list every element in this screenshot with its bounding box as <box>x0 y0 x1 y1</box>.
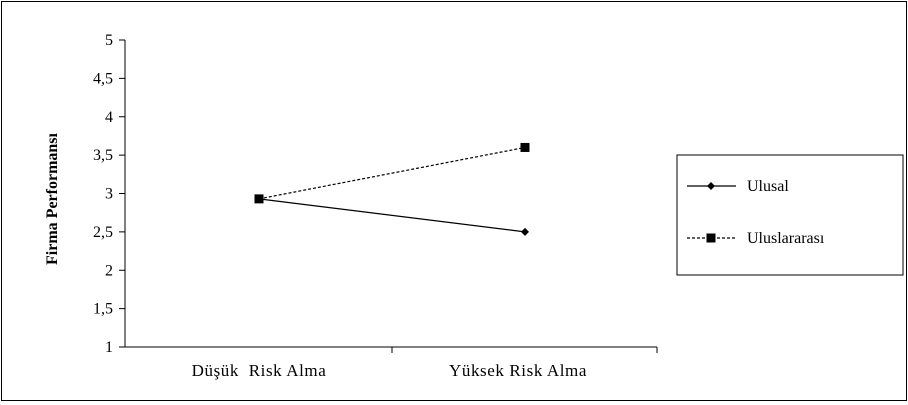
data-point-ulusal <box>521 227 529 236</box>
y-tick-label: 2,5 <box>93 224 113 241</box>
x-category-label: Yüksek Risk Alma <box>449 361 587 380</box>
series-line-uluslararası <box>258 146 526 200</box>
legend-marker-ulusal <box>707 182 715 190</box>
y-tick-label: 1 <box>105 339 113 356</box>
y-tick-label: 4 <box>105 109 113 126</box>
x-category-label: Düşük Risk Alma <box>192 361 327 380</box>
data-point-uluslararası <box>254 194 264 204</box>
legend-label-ulusal: Ulusal <box>747 178 789 195</box>
y-tick-label: 5 <box>105 32 113 49</box>
series-layer <box>254 142 530 236</box>
legend-box <box>676 154 904 276</box>
y-axis-label: Firma Performansı <box>44 132 61 265</box>
y-tick-label: 2 <box>105 262 113 279</box>
series-line-ulusal <box>258 198 526 233</box>
legend-marker-uluslararası <box>706 233 716 243</box>
y-tick-label: 3 <box>105 186 113 203</box>
legend: Ulusal Uluslararası <box>687 178 825 247</box>
legend-label-uluslararası: Uluslararası <box>747 230 825 247</box>
y-ticks: 1 1,5 2 2,5 3 3,5 4 4,5 5 <box>93 32 125 356</box>
data-point-uluslararası <box>520 142 530 152</box>
y-tick-label: 1,5 <box>93 301 113 318</box>
x-ticks: Düşük Risk Alma Yüksek Risk Alma <box>192 347 658 380</box>
y-tick-label: 3,5 <box>93 147 113 164</box>
y-tick-label: 4,5 <box>93 70 113 87</box>
